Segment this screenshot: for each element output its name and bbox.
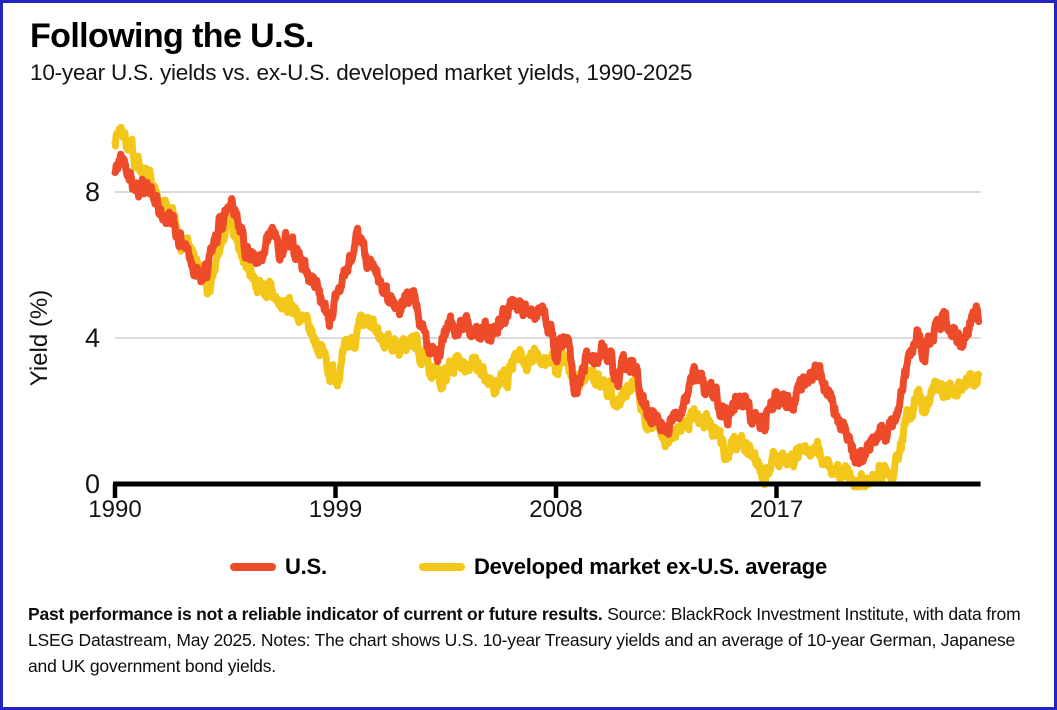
x-tick-label-1990: 1990	[88, 496, 141, 523]
chart-title: Following the U.S.	[30, 17, 314, 55]
legend-label-us: U.S.	[284, 554, 327, 579]
footnote: Past performance is not a reliable indic…	[28, 602, 1035, 680]
x-tick-label-1999: 1999	[309, 496, 362, 523]
y-tick-label-4: 4	[85, 323, 100, 353]
ex-us-line-swatch	[418, 563, 465, 571]
y-tick-label-8: 8	[85, 177, 100, 207]
legend-item-ex-us: Developed market ex-U.S. average	[418, 554, 828, 580]
chart-subtitle: 10-year U.S. yields vs. ex-U.S. develope…	[30, 60, 693, 85]
ex-us-yield-line	[111, 123, 983, 491]
y-tick-label-0: 0	[85, 469, 100, 499]
yield-line-chart: 1990 1999 2008 2017 0 4 8 Yield (%)	[26, 123, 983, 523]
us-line-swatch	[229, 563, 276, 571]
disclaimer-text: Past performance is not a reliable indic…	[28, 604, 603, 624]
y-axis-label: Yield (%)	[26, 290, 53, 386]
legend-label-ex-us: Developed market ex-U.S. average	[473, 554, 828, 579]
x-tick-label-2017: 2017	[750, 496, 803, 523]
x-tick-label-2008: 2008	[529, 496, 582, 523]
us-yield-line	[111, 150, 983, 468]
chart-legend: U.S. Developed market ex-U.S. average	[3, 554, 1054, 580]
legend-item-us: U.S.	[229, 554, 327, 580]
source-notes-text: Source: BlackRock Investment Institute, …	[28, 604, 1021, 676]
